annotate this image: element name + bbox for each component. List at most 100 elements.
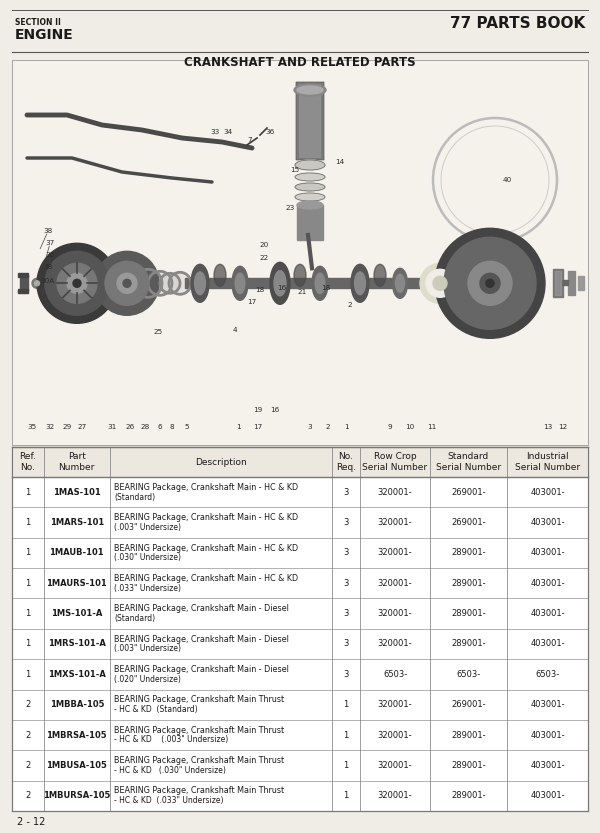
Text: 13: 13 — [544, 424, 553, 430]
Text: 1: 1 — [25, 670, 31, 679]
Text: 1MAUB-101: 1MAUB-101 — [49, 548, 104, 557]
Text: 30A: 30A — [41, 278, 55, 284]
Text: 289001-: 289001- — [451, 761, 486, 770]
Text: (Standard): (Standard) — [114, 614, 155, 623]
Text: 3: 3 — [343, 548, 349, 557]
Text: 3: 3 — [343, 579, 349, 588]
Text: Standard
Serial Number: Standard Serial Number — [436, 452, 501, 472]
Text: 403001-: 403001- — [530, 548, 565, 557]
Bar — [12, 447, 588, 477]
Text: - HC & KD    (.003" Undersize): - HC & KD (.003" Undersize) — [114, 736, 228, 745]
Text: 3: 3 — [343, 670, 349, 679]
Text: 320001-: 320001- — [378, 518, 412, 527]
Circle shape — [433, 277, 447, 290]
Text: 1: 1 — [25, 487, 31, 496]
Text: 28: 28 — [140, 424, 149, 430]
Circle shape — [160, 273, 180, 293]
Bar — [297, 205, 323, 240]
Text: 6503-: 6503- — [536, 670, 560, 679]
Text: 289001-: 289001- — [451, 548, 486, 557]
Text: 289001-: 289001- — [451, 791, 486, 801]
Text: 269001-: 269001- — [451, 701, 486, 709]
Text: 12: 12 — [559, 424, 568, 430]
Ellipse shape — [395, 274, 404, 292]
Text: 2: 2 — [326, 424, 331, 430]
Ellipse shape — [374, 264, 386, 287]
Text: 1MBUSA-105: 1MBUSA-105 — [46, 761, 107, 770]
Text: 3: 3 — [343, 640, 349, 649]
Text: 403001-: 403001- — [530, 701, 565, 709]
Ellipse shape — [295, 173, 325, 181]
Text: 269001-: 269001- — [451, 487, 486, 496]
Text: (Standard): (Standard) — [114, 492, 155, 501]
Ellipse shape — [214, 264, 226, 287]
Text: (.020" Undersize): (.020" Undersize) — [114, 675, 181, 684]
Text: 22: 22 — [259, 255, 269, 261]
Ellipse shape — [232, 267, 248, 301]
Text: 2: 2 — [25, 701, 31, 709]
Text: 20: 20 — [259, 242, 269, 248]
Text: 403001-: 403001- — [530, 761, 565, 770]
Ellipse shape — [294, 84, 326, 96]
Text: 9: 9 — [388, 424, 392, 430]
Ellipse shape — [312, 267, 328, 301]
Text: 1: 1 — [236, 424, 241, 430]
Ellipse shape — [270, 262, 290, 304]
Text: 403001-: 403001- — [530, 487, 565, 496]
Text: (.033" Undersize): (.033" Undersize) — [114, 584, 181, 592]
FancyBboxPatch shape — [296, 82, 324, 160]
Bar — [20, 275, 28, 292]
Text: ENGINE: ENGINE — [15, 28, 74, 42]
Text: 1MBBA-105: 1MBBA-105 — [50, 701, 104, 709]
Bar — [553, 269, 563, 297]
Text: 289001-: 289001- — [451, 640, 486, 649]
Text: (.030" Undersize): (.030" Undersize) — [114, 553, 181, 562]
Text: BEARING Package, Crankshaft Main Thrust: BEARING Package, Crankshaft Main Thrust — [114, 726, 284, 735]
Text: 2: 2 — [25, 761, 31, 770]
Text: 1MAS-101: 1MAS-101 — [53, 487, 101, 496]
Text: 1: 1 — [25, 579, 31, 588]
Text: BEARING Package, Crankshaft Main Thrust: BEARING Package, Crankshaft Main Thrust — [114, 786, 284, 796]
Text: 36: 36 — [265, 129, 275, 135]
Text: 1: 1 — [343, 731, 349, 740]
Circle shape — [37, 243, 117, 323]
Text: 320001-: 320001- — [378, 791, 412, 801]
Ellipse shape — [315, 273, 325, 293]
Bar — [12, 60, 588, 445]
Text: 3: 3 — [308, 424, 313, 430]
Text: 33: 33 — [211, 129, 220, 135]
Text: 1: 1 — [25, 640, 31, 649]
Text: 26: 26 — [125, 424, 134, 430]
Text: 1MAURS-101: 1MAURS-101 — [46, 579, 107, 588]
Text: 40: 40 — [502, 177, 512, 183]
Text: 16: 16 — [277, 285, 287, 291]
Text: Ref.
No.: Ref. No. — [19, 452, 37, 472]
Text: 18: 18 — [322, 285, 331, 291]
Circle shape — [426, 269, 454, 297]
Text: 15: 15 — [290, 167, 299, 173]
Text: BEARING Package, Crankshaft Main - HC & KD: BEARING Package, Crankshaft Main - HC & … — [114, 483, 298, 491]
Ellipse shape — [294, 264, 306, 287]
Circle shape — [420, 263, 460, 303]
Text: 38: 38 — [43, 264, 53, 270]
Text: No.
Req.: No. Req. — [336, 452, 356, 472]
Ellipse shape — [235, 273, 245, 293]
Text: BEARING Package, Crankshaft Main - Diesel: BEARING Package, Crankshaft Main - Diese… — [114, 604, 289, 613]
Text: 34: 34 — [223, 129, 233, 135]
Text: - HC & KD  (.033" Undersize): - HC & KD (.033" Undersize) — [114, 796, 223, 806]
Circle shape — [105, 262, 149, 306]
Text: 21: 21 — [298, 289, 307, 295]
Bar — [299, 84, 321, 158]
Text: 320001-: 320001- — [378, 731, 412, 740]
Text: 17: 17 — [253, 424, 263, 430]
Text: 403001-: 403001- — [530, 609, 565, 618]
Circle shape — [486, 279, 494, 287]
Text: 403001-: 403001- — [530, 518, 565, 527]
Ellipse shape — [194, 272, 205, 295]
Text: 14: 14 — [335, 159, 344, 165]
Ellipse shape — [297, 201, 323, 209]
Text: 6503-: 6503- — [383, 670, 407, 679]
Circle shape — [435, 228, 545, 338]
Text: 18: 18 — [256, 287, 265, 293]
Text: 38: 38 — [43, 228, 53, 234]
